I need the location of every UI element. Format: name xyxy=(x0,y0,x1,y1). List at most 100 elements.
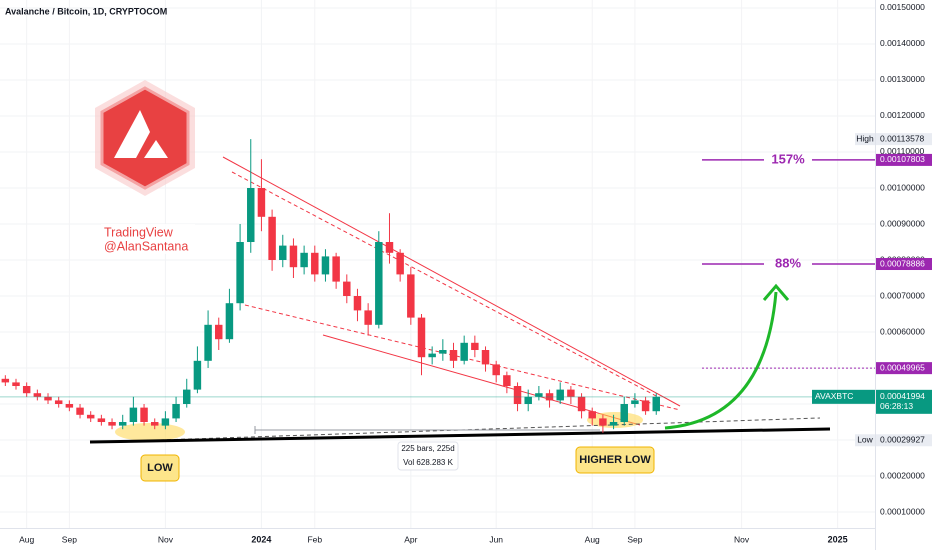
range-box xyxy=(397,441,459,471)
target-value: 0.00078886 xyxy=(880,258,925,268)
overlay: 157% 88% xyxy=(0,151,875,398)
candle-body xyxy=(407,274,415,318)
chart-title: Avalanche / Bitcoin, 1D, CRYPTOCOM xyxy=(5,6,167,16)
logo xyxy=(95,80,195,196)
candle-body xyxy=(332,256,340,282)
candle-body xyxy=(353,296,362,311)
candle-body xyxy=(140,407,148,423)
callout: LOW xyxy=(147,462,173,474)
candle-body xyxy=(225,303,234,340)
callout: HIGHER LOW xyxy=(579,454,651,466)
candle-body xyxy=(257,188,266,217)
candle-body xyxy=(417,317,426,358)
target-value: 0.00107803 xyxy=(880,154,925,164)
candle-body xyxy=(172,404,180,419)
symbol-tag xyxy=(812,389,875,404)
x-tick-label: Aug xyxy=(585,534,600,544)
candle-body xyxy=(22,386,31,394)
x-tick-label: Feb xyxy=(307,534,322,544)
candle-body xyxy=(439,350,447,354)
candle-body xyxy=(364,310,372,325)
candle-body xyxy=(311,252,319,275)
y-tick-label: 0.00090000 xyxy=(880,218,925,228)
y-tick-label: 0.00120000 xyxy=(880,110,925,120)
candle-body xyxy=(524,396,532,405)
marker-label-bg xyxy=(855,133,875,146)
y-tick-label: 0.00020000 xyxy=(880,470,925,480)
x-tick-label: 2024 xyxy=(251,534,271,544)
candle-body xyxy=(236,242,244,304)
candle-body xyxy=(65,404,74,408)
marker-label-bg xyxy=(855,434,875,447)
y-tick-label: 0.00010000 xyxy=(880,506,925,516)
candle-body xyxy=(108,422,116,426)
price-tag xyxy=(876,389,932,414)
candle-body xyxy=(513,386,522,405)
callout-box xyxy=(575,446,655,474)
candle-body xyxy=(385,242,394,253)
candle-body xyxy=(599,418,607,426)
candle-body xyxy=(1,378,10,383)
candle-body xyxy=(150,422,159,426)
level-tag xyxy=(876,362,932,375)
candle-body xyxy=(545,393,554,401)
watermark: TradingView xyxy=(104,225,174,239)
candle-body xyxy=(460,342,468,361)
candle-body xyxy=(129,407,138,423)
candle-body xyxy=(118,422,127,426)
candle-body xyxy=(247,188,255,243)
x-tick-label: Nov xyxy=(734,534,750,544)
candle-body xyxy=(556,389,564,401)
x-tick-label: Jun xyxy=(489,534,503,544)
candle-body xyxy=(279,245,287,261)
y-tick-label: 0.00130000 xyxy=(880,74,925,84)
candle-body xyxy=(44,396,52,401)
range-text: 225 bars, 225d xyxy=(401,444,454,453)
candle-body xyxy=(97,418,106,423)
candle-body xyxy=(492,364,500,376)
price-tag-text: 0.00041994 xyxy=(880,391,925,401)
countdown: 06:28:13 xyxy=(880,401,913,411)
candles xyxy=(1,139,660,433)
x-tick-label: 2025 xyxy=(828,534,848,544)
x-tick-label: Apr xyxy=(404,534,417,544)
candle-body xyxy=(567,389,575,397)
candle-body xyxy=(86,414,95,419)
low-highlight xyxy=(115,423,185,441)
candle-body xyxy=(161,418,170,426)
candle-body xyxy=(620,404,628,423)
callout-box xyxy=(140,454,180,482)
arrow-head xyxy=(762,283,790,301)
x-tick-label: Nov xyxy=(158,534,174,544)
candle-body xyxy=(33,393,42,397)
candle-body xyxy=(215,324,223,340)
x-tick-label: Aug xyxy=(19,534,34,544)
candle-body xyxy=(577,396,586,412)
candle-body xyxy=(396,252,404,275)
candle-body xyxy=(300,252,308,268)
watermark-box xyxy=(101,224,195,254)
candle-body xyxy=(54,400,63,405)
x-tick-label: Sep xyxy=(62,534,77,544)
support-line xyxy=(89,427,831,444)
range-text: Vol 628.283 K xyxy=(403,458,453,467)
candle-body xyxy=(609,422,618,426)
marker-bg xyxy=(876,133,932,146)
x-tick-label: Sep xyxy=(627,534,642,544)
candle-body xyxy=(652,396,660,412)
candle-body xyxy=(428,353,436,358)
marker-value: 0.00113578 xyxy=(880,133,925,143)
level-value: 0.00049965 xyxy=(880,362,925,372)
y-tick-label: 0.00070000 xyxy=(880,290,925,300)
candle-body xyxy=(535,393,543,397)
marker-label: High xyxy=(856,133,874,143)
target-tag xyxy=(876,258,932,271)
arrow xyxy=(664,291,778,430)
candle-body xyxy=(268,216,276,261)
trend-line xyxy=(159,417,821,441)
candle-body xyxy=(641,400,650,412)
marker-bg xyxy=(876,434,932,447)
candle-body xyxy=(631,400,639,405)
